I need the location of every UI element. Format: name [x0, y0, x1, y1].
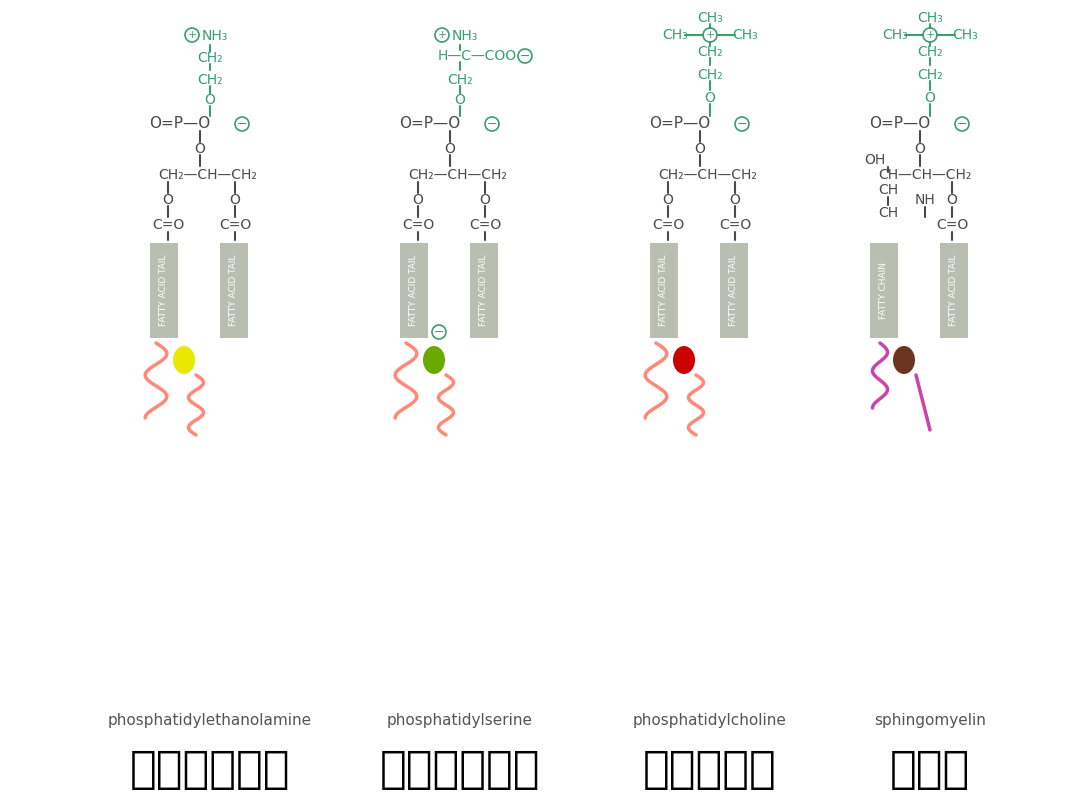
Bar [940, 243, 968, 338]
Text: O: O [694, 142, 705, 156]
Text: −: − [237, 117, 247, 130]
Text: FATTY ACID TAIL: FATTY ACID TAIL [229, 255, 239, 326]
Text: O: O [915, 142, 926, 156]
Text: +: + [437, 30, 447, 40]
Text: +: + [926, 30, 934, 40]
Bar [220, 243, 248, 338]
Text: FATTY ACID TAIL: FATTY ACID TAIL [160, 255, 168, 326]
Text: 磷脂酰丝氨酸: 磷脂酰丝氨酸 [380, 748, 540, 791]
Text: CH₃: CH₃ [882, 28, 908, 42]
Text: +: + [187, 30, 197, 40]
Text: CH₂: CH₂ [917, 68, 943, 82]
Text: 磷脂酰乙醇胺: 磷脂酰乙醇胺 [130, 748, 291, 791]
Text: NH₃: NH₃ [202, 29, 228, 43]
Text: OH: OH [864, 153, 886, 167]
Text: CH₂: CH₂ [698, 45, 723, 59]
Text: C=O: C=O [652, 218, 684, 232]
Bar [720, 243, 748, 338]
Text: FATTY ACID TAIL: FATTY ACID TAIL [480, 255, 488, 326]
Text: CH₂: CH₂ [447, 73, 473, 87]
Bar [870, 243, 897, 338]
Bar [400, 243, 428, 338]
Text: −: − [957, 117, 968, 130]
Ellipse shape [173, 346, 195, 374]
Text: CH₃: CH₃ [662, 28, 688, 42]
Text: CH₂—CH—CH₂: CH₂—CH—CH₂ [658, 168, 757, 182]
Ellipse shape [893, 346, 915, 374]
Text: sphingomyelin: sphingomyelin [874, 713, 986, 727]
Text: 鞘磷脂: 鞘磷脂 [890, 748, 970, 791]
Text: −: − [487, 117, 497, 130]
Text: O: O [163, 193, 174, 207]
Text: C=O: C=O [402, 218, 434, 232]
Text: O: O [480, 193, 490, 207]
Text: C=O: C=O [152, 218, 184, 232]
Text: CH₂—CH—CH₂: CH₂—CH—CH₂ [408, 168, 507, 182]
Bar [650, 243, 678, 338]
Text: H—C—COO: H—C—COO [438, 49, 517, 63]
Text: NH: NH [915, 193, 935, 207]
Text: phosphatidylcholine: phosphatidylcholine [633, 713, 787, 727]
Text: O: O [946, 193, 958, 207]
Text: −: − [434, 326, 444, 339]
Text: O: O [730, 193, 741, 207]
Text: C=O: C=O [936, 218, 968, 232]
Text: O=P—O: O=P—O [649, 117, 711, 131]
Text: FATTY ACID TAIL: FATTY ACID TAIL [409, 255, 419, 326]
Text: +: + [705, 30, 715, 40]
Text: CH₃: CH₃ [917, 11, 943, 25]
Text: CH₂: CH₂ [198, 51, 222, 65]
Text: phosphatidylethanolamine: phosphatidylethanolamine [108, 713, 312, 727]
Text: CH₃: CH₃ [953, 28, 977, 42]
Text: FATTY ACID TAIL: FATTY ACID TAIL [949, 255, 959, 326]
Text: O=P—O: O=P—O [149, 117, 211, 131]
Text: FATTY CHAIN: FATTY CHAIN [879, 262, 889, 319]
Text: O=P—O: O=P—O [400, 117, 461, 131]
Ellipse shape [673, 346, 696, 374]
Text: FATTY ACID TAIL: FATTY ACID TAIL [660, 255, 669, 326]
Text: O=P—O: O=P—O [869, 117, 931, 131]
Text: O: O [204, 93, 215, 107]
Text: CH₃: CH₃ [732, 28, 758, 42]
Text: O: O [455, 93, 465, 107]
Text: 磷脂酰胆碱: 磷脂酰胆碱 [643, 748, 777, 791]
Text: C=O: C=O [219, 218, 252, 232]
Text: O: O [445, 142, 456, 156]
Text: O: O [194, 142, 205, 156]
Text: CH₂: CH₂ [198, 73, 222, 87]
Bar [150, 243, 178, 338]
Text: CH₂—CH—CH₂: CH₂—CH—CH₂ [158, 168, 257, 182]
Bar [470, 243, 498, 338]
Text: CH₂: CH₂ [698, 68, 723, 82]
Text: O: O [230, 193, 241, 207]
Text: CH₂: CH₂ [917, 45, 943, 59]
Text: −: − [519, 49, 530, 62]
Ellipse shape [423, 346, 445, 374]
Text: O: O [662, 193, 674, 207]
Text: CH: CH [878, 183, 899, 197]
Text: C=O: C=O [469, 218, 501, 232]
Text: FATTY ACID TAIL: FATTY ACID TAIL [729, 255, 739, 326]
Text: CH: CH [878, 206, 899, 220]
Text: O: O [413, 193, 423, 207]
Text: C=O: C=O [719, 218, 751, 232]
Text: CH—CH—CH₂: CH—CH—CH₂ [878, 168, 971, 182]
Text: O: O [704, 91, 715, 105]
Text: O: O [924, 91, 935, 105]
Text: NH₃: NH₃ [451, 29, 478, 43]
Text: CH₃: CH₃ [697, 11, 723, 25]
Text: −: − [737, 117, 747, 130]
Text: phosphatidylserine: phosphatidylserine [387, 713, 534, 727]
